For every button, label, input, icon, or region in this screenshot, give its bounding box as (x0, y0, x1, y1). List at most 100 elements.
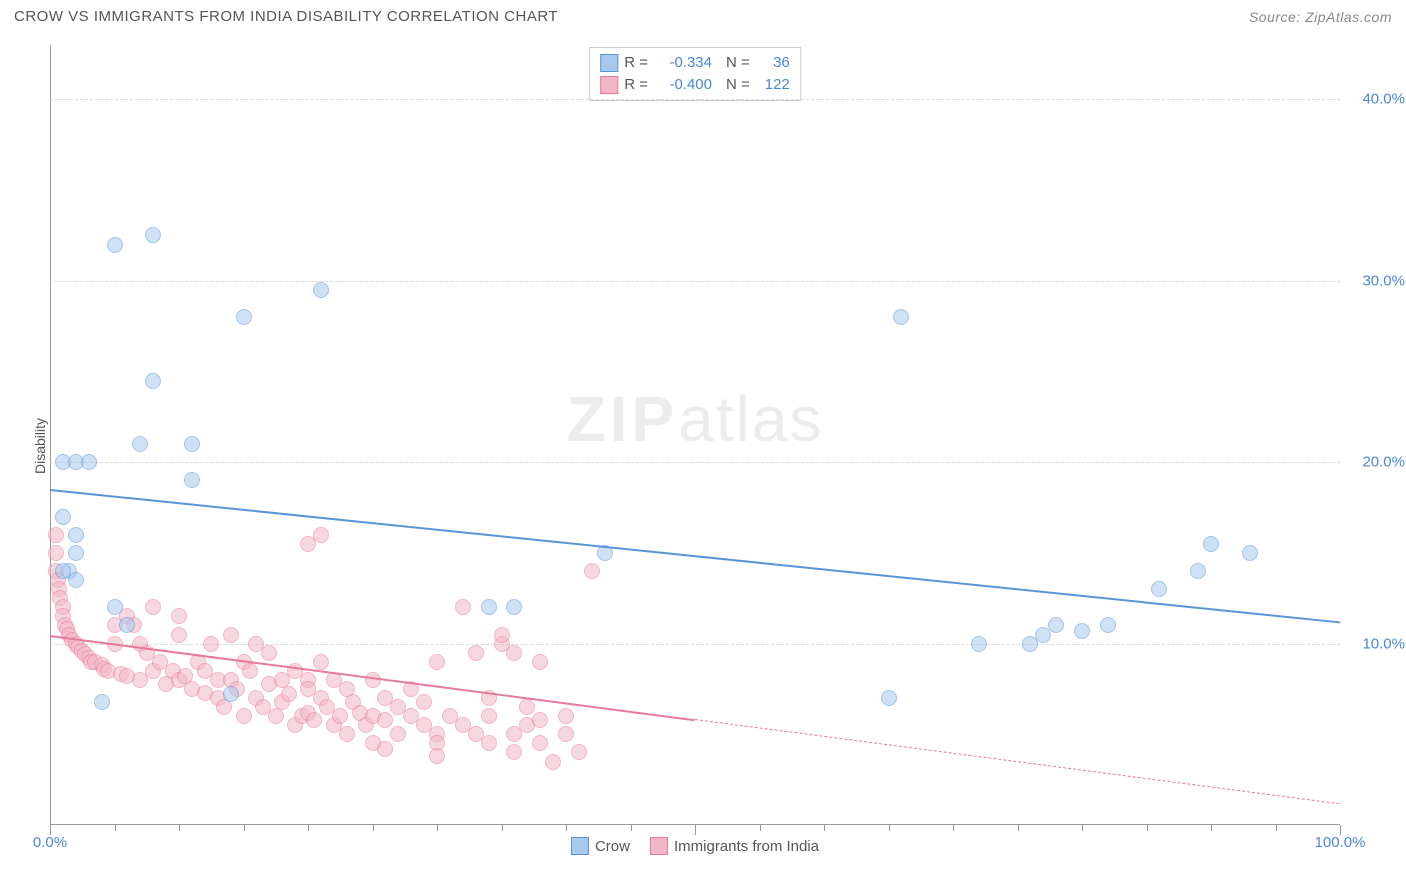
legend-swatch (600, 76, 618, 94)
legend-series-label: Immigrants from India (674, 838, 819, 855)
legend-row: R =-0.400N =122 (600, 74, 790, 96)
data-point (532, 712, 548, 728)
gridline-h (50, 462, 1340, 463)
data-point (971, 636, 987, 652)
data-point (558, 726, 574, 742)
data-point (390, 726, 406, 742)
data-point (107, 599, 123, 615)
xtick-mark (631, 825, 632, 831)
data-point (481, 735, 497, 751)
xtick-label: 100.0% (1315, 834, 1366, 851)
legend-r-label: R = (624, 52, 648, 74)
legend-swatch (600, 54, 618, 72)
ytick-label: 30.0% (1362, 272, 1405, 289)
legend-r-label: R = (624, 74, 648, 96)
data-point (184, 436, 200, 452)
xtick-mark (1211, 825, 1212, 831)
data-point (68, 545, 84, 561)
legend-n-label: N = (726, 52, 750, 74)
legend-swatch (571, 837, 589, 855)
data-point (377, 741, 393, 757)
data-point (171, 608, 187, 624)
data-point (68, 572, 84, 588)
chart-title: CROW VS IMMIGRANTS FROM INDIA DISABILITY… (14, 8, 558, 25)
data-point (1048, 617, 1064, 633)
legend-n-value: 36 (756, 52, 790, 74)
xtick-mark (1018, 825, 1019, 831)
xtick-mark (373, 825, 374, 831)
data-point (1151, 581, 1167, 597)
data-point (132, 436, 148, 452)
xtick-mark (889, 825, 890, 831)
xtick-mark (760, 825, 761, 831)
data-point (506, 645, 522, 661)
plot-area: ZIPatlas R =-0.334N =36R =-0.400N =122 C… (50, 45, 1340, 825)
xtick-mark (308, 825, 309, 831)
data-point (481, 708, 497, 724)
data-point (236, 309, 252, 325)
gridline-h (50, 99, 1340, 100)
data-point (145, 227, 161, 243)
data-point (1074, 623, 1090, 639)
data-point (377, 712, 393, 728)
data-point (145, 373, 161, 389)
data-point (94, 694, 110, 710)
data-point (300, 536, 316, 552)
data-point (236, 708, 252, 724)
legend-bottom-item: Crow (571, 837, 630, 855)
legend-n-label: N = (726, 74, 750, 96)
data-point (429, 748, 445, 764)
watermark-zip: ZIP (567, 383, 679, 455)
xtick-mark (824, 825, 825, 831)
xtick-mark (1147, 825, 1148, 831)
data-point (416, 694, 432, 710)
trendline (50, 489, 1340, 623)
xtick-mark (179, 825, 180, 831)
ytick-label: 40.0% (1362, 91, 1405, 108)
xtick-mark (1082, 825, 1083, 831)
data-point (584, 563, 600, 579)
ytick-label: 20.0% (1362, 454, 1405, 471)
data-point (81, 454, 97, 470)
data-point (881, 690, 897, 706)
data-point (532, 654, 548, 670)
data-point (571, 744, 587, 760)
data-point (306, 712, 322, 728)
legend-r-value: -0.334 (654, 52, 712, 74)
xtick-label: 0.0% (33, 834, 67, 851)
data-point (1190, 563, 1206, 579)
xtick-mark (1276, 825, 1277, 831)
data-point (261, 645, 277, 661)
title-bar: CROW VS IMMIGRANTS FROM INDIA DISABILITY… (0, 0, 1406, 29)
legend-swatch (650, 837, 668, 855)
data-point (339, 726, 355, 742)
data-point (313, 654, 329, 670)
data-point (184, 472, 200, 488)
data-point (455, 599, 471, 615)
data-point (1203, 536, 1219, 552)
xtick-mark (244, 825, 245, 831)
data-point (145, 599, 161, 615)
data-point (519, 699, 535, 715)
data-point (119, 617, 135, 633)
legend-series-label: Crow (595, 838, 630, 855)
y-axis-label: Disability (32, 418, 48, 474)
source-label: Source: ZipAtlas.com (1249, 9, 1392, 25)
legend-r-value: -0.400 (654, 74, 712, 96)
data-point (468, 645, 484, 661)
legend-row: R = -0.334 N = 36 (600, 52, 790, 74)
data-point (1100, 617, 1116, 633)
data-point (481, 599, 497, 615)
gridline-h (50, 281, 1340, 282)
data-point (532, 735, 548, 751)
xtick-mark (437, 825, 438, 831)
data-point (242, 663, 258, 679)
y-axis-line (50, 45, 51, 825)
legend-bottom-item: Immigrants from India (650, 837, 819, 855)
xtick-mark (695, 825, 696, 835)
chart-container: CROW VS IMMIGRANTS FROM INDIA DISABILITY… (0, 0, 1406, 892)
data-point (893, 309, 909, 325)
data-point (107, 237, 123, 253)
data-point (48, 527, 64, 543)
data-point (506, 599, 522, 615)
